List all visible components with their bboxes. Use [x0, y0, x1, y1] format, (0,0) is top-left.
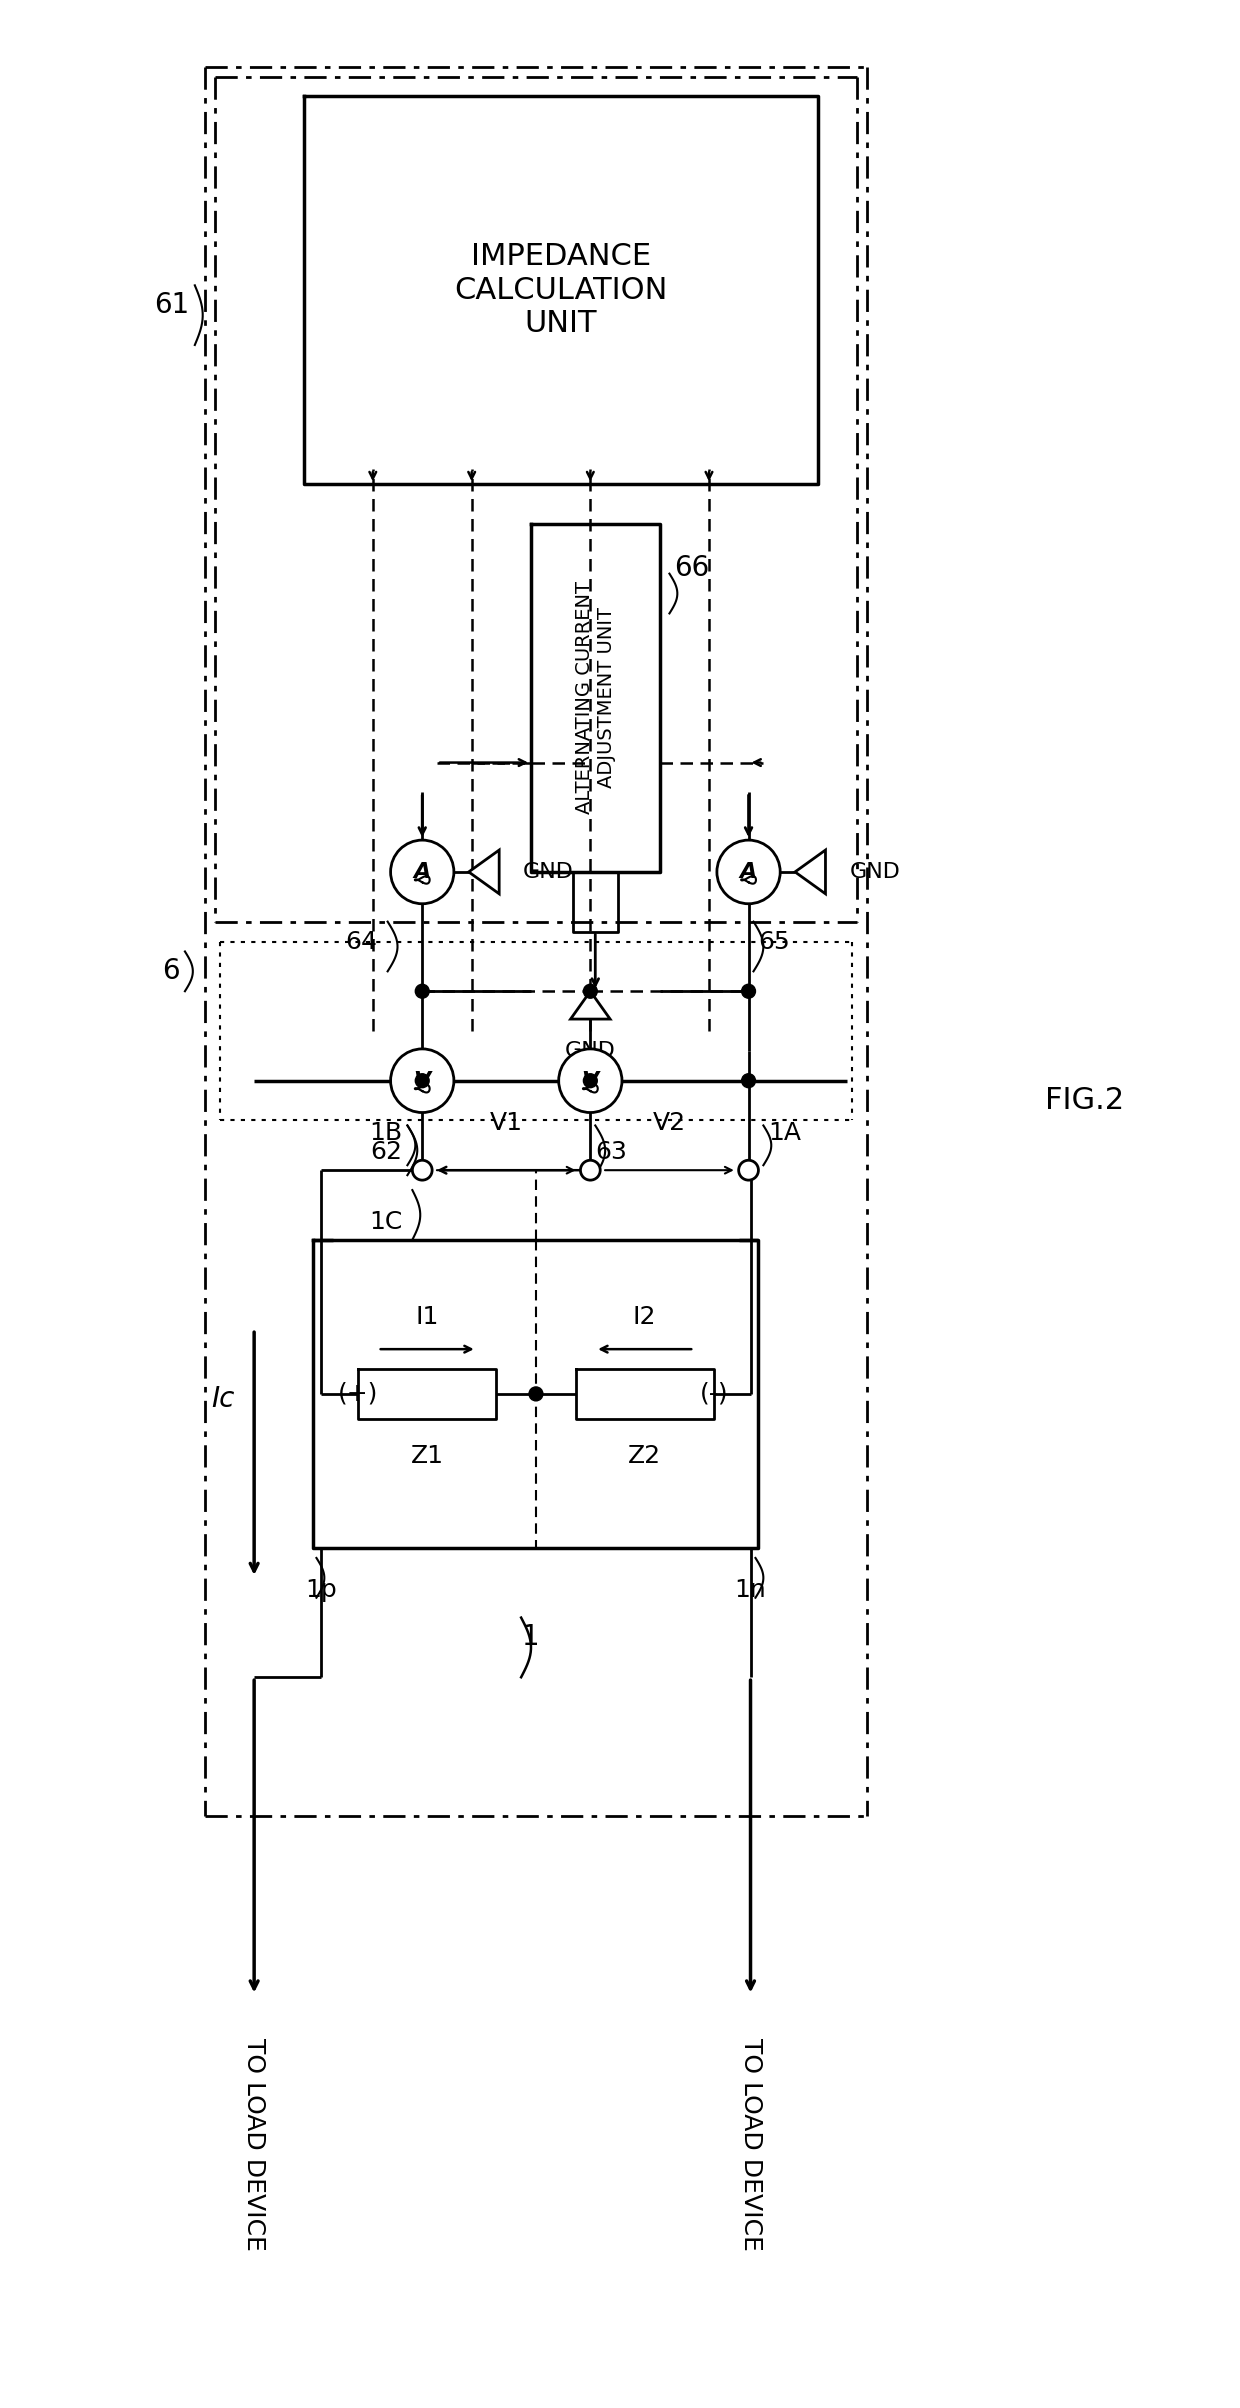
Text: TO LOAD DEVICE: TO LOAD DEVICE [242, 2037, 267, 2251]
Circle shape [413, 1161, 432, 1180]
Text: 65: 65 [759, 929, 790, 954]
Text: GND: GND [849, 862, 900, 881]
Text: 61: 61 [155, 291, 190, 320]
Text: (-): (-) [699, 1382, 728, 1406]
Circle shape [391, 840, 454, 903]
Circle shape [529, 1387, 543, 1401]
Circle shape [415, 1074, 429, 1088]
Circle shape [717, 840, 780, 903]
Text: 64: 64 [346, 929, 378, 954]
Text: ALTERNATING CURRENT
ADJUSTMENT UNIT: ALTERNATING CURRENT ADJUSTMENT UNIT [575, 580, 616, 814]
Text: I2: I2 [632, 1305, 656, 1329]
Text: GND: GND [565, 1040, 616, 1062]
Text: Z2: Z2 [629, 1445, 661, 1466]
Circle shape [580, 1161, 600, 1180]
Text: I1: I1 [415, 1305, 439, 1329]
Polygon shape [795, 850, 826, 893]
Text: 1B: 1B [370, 1122, 403, 1146]
Text: V: V [414, 1072, 430, 1091]
Text: 63: 63 [595, 1141, 627, 1165]
Text: (+): (+) [337, 1382, 378, 1406]
Polygon shape [570, 992, 610, 1019]
Text: V1: V1 [490, 1112, 523, 1137]
Text: TO LOAD DEVICE: TO LOAD DEVICE [739, 2037, 763, 2251]
Text: 1n: 1n [734, 1577, 766, 1601]
Text: A: A [414, 862, 430, 881]
Text: 66: 66 [675, 554, 709, 583]
Circle shape [583, 1074, 598, 1088]
Text: V: V [582, 1072, 599, 1091]
Text: 62: 62 [371, 1141, 403, 1165]
Circle shape [559, 1050, 622, 1112]
Text: IMPEDANCE
CALCULATION
UNIT: IMPEDANCE CALCULATION UNIT [454, 243, 667, 340]
Text: A: A [740, 862, 758, 881]
Circle shape [391, 1050, 454, 1112]
Text: Z1: Z1 [410, 1445, 444, 1466]
Text: V2: V2 [653, 1112, 686, 1137]
Circle shape [742, 985, 755, 999]
Circle shape [739, 1161, 759, 1180]
Text: 1: 1 [522, 1623, 539, 1652]
Polygon shape [469, 850, 500, 893]
Circle shape [583, 985, 598, 999]
Circle shape [742, 1074, 755, 1088]
Text: 1A: 1A [769, 1122, 801, 1146]
Text: 1C: 1C [370, 1209, 403, 1233]
Text: FIG.2: FIG.2 [1045, 1086, 1125, 1115]
Text: 6: 6 [162, 958, 180, 985]
Text: GND: GND [523, 862, 574, 881]
Text: Ic: Ic [211, 1385, 234, 1413]
Circle shape [415, 985, 429, 999]
Text: 1p: 1p [305, 1577, 337, 1601]
